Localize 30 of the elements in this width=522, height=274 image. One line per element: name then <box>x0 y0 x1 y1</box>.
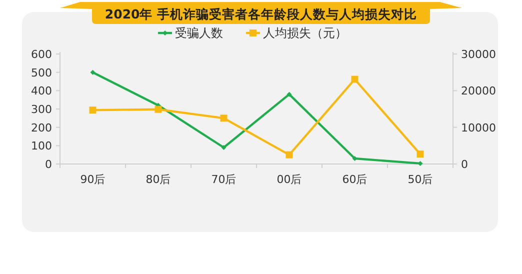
chart-title: 2020年 手机诈骗受害者各年龄段人数与人均损失对比 <box>104 6 418 22</box>
y-tick-label: 200 <box>31 121 52 134</box>
y-tick-label: 400 <box>31 84 52 98</box>
y-tick-label: 500 <box>31 66 52 80</box>
y2-tick-label: 10000 <box>461 121 496 134</box>
x-tick-label: 50后 <box>408 173 433 186</box>
y-tick-label: 600 <box>31 48 52 61</box>
y2-tick-label: 30000 <box>461 48 496 61</box>
x-tick-label: 00后 <box>276 173 302 186</box>
point <box>351 76 358 83</box>
point <box>416 150 424 158</box>
x-tick-label: 70后 <box>211 173 236 186</box>
point <box>89 106 96 114</box>
legend-label: 受骗人数 <box>175 26 223 40</box>
point <box>286 151 293 158</box>
point <box>220 114 228 122</box>
point <box>221 145 226 150</box>
point <box>90 70 96 75</box>
x-tick-label: 80后 <box>146 173 171 186</box>
x-tick-label: 60后 <box>342 173 368 186</box>
point <box>154 106 162 113</box>
y2-tick-label: 20000 <box>461 84 496 98</box>
y-tick-label: 300 <box>31 103 52 116</box>
point <box>418 160 423 166</box>
y-tick-label: 100 <box>31 140 52 153</box>
point <box>286 92 292 97</box>
x-tick-label: 90后 <box>80 173 106 186</box>
y2-tick-label: 0 <box>461 158 468 171</box>
legend-label: 人均损失（元） <box>263 26 347 40</box>
y-tick-label: 0 <box>45 158 52 171</box>
